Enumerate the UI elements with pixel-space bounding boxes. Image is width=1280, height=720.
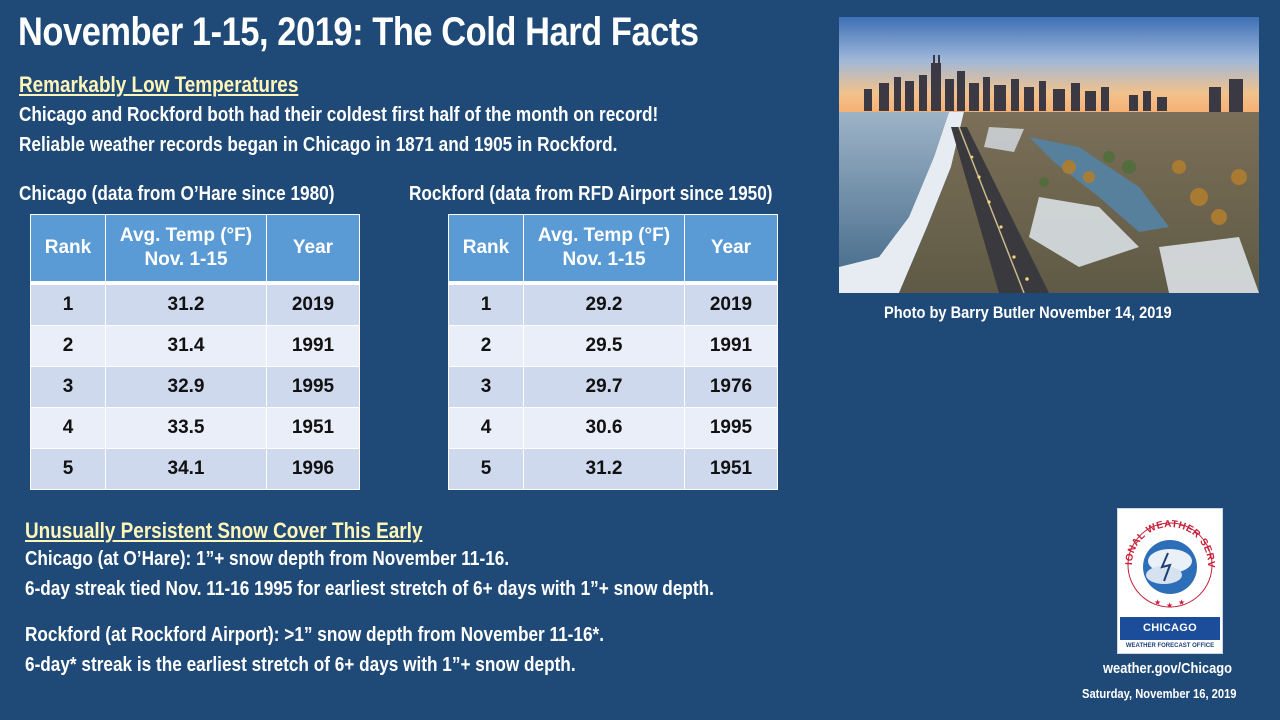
year-cell: 1996 <box>266 448 360 490</box>
year-cell: 1995 <box>266 366 360 408</box>
column-header-avg-temp: Avg. Temp (°F) Nov. 1-15 <box>105 214 267 285</box>
website-link[interactable]: weather.gov/Chicago <box>1103 660 1233 677</box>
column-header-avg-temp-line1: Avg. Temp (°F) <box>119 225 253 246</box>
column-header-rank: Rank <box>448 214 524 285</box>
table-header-row: Rank Avg. Temp (°F) Nov. 1-15 Year <box>448 214 778 285</box>
rank-cell: 4 <box>30 407 106 449</box>
table-row: 4 33.5 1951 <box>30 407 360 449</box>
page-title: November 1-15, 2019: The Cold Hard Facts <box>18 10 699 54</box>
snow-note-4: 6-day* streak is the earliest stretch of… <box>25 654 576 676</box>
column-header-year: Year <box>684 214 778 285</box>
year-cell: 1951 <box>266 407 360 449</box>
chicago-table-caption: Chicago (data from O’Hare since 1980) <box>19 183 335 205</box>
temp-cell: 31.2 <box>105 282 267 326</box>
table-row: 2 31.4 1991 <box>30 325 360 367</box>
year-cell: 2019 <box>684 282 778 326</box>
publish-date: Saturday, November 16, 2019 <box>1082 686 1237 701</box>
svg-text:★: ★ <box>1178 598 1185 607</box>
temp-cell: 31.2 <box>523 448 685 490</box>
column-header-avg-temp-line2: Nov. 1-15 <box>562 249 646 270</box>
rank-cell: 2 <box>448 325 524 367</box>
rank-cell: 5 <box>448 448 524 490</box>
rank-cell: 1 <box>448 282 524 326</box>
column-header-rank: Rank <box>30 214 106 285</box>
section-heading-snow: Unusually Persistent Snow Cover This Ear… <box>25 518 423 543</box>
photo-caption: Photo by Barry Butler November 14, 2019 <box>884 303 1172 322</box>
year-cell: 1951 <box>684 448 778 490</box>
table-row: 5 34.1 1996 <box>30 448 360 490</box>
snow-note-3: Rockford (at Rockford Airport): >1” snow… <box>25 624 605 646</box>
table-row: 4 30.6 1995 <box>448 407 778 449</box>
column-header-avg-temp: Avg. Temp (°F) Nov. 1-15 <box>523 214 685 285</box>
temp-cell: 30.6 <box>523 407 685 449</box>
table-row: 1 31.2 2019 <box>30 282 360 326</box>
year-cell: 1976 <box>684 366 778 408</box>
table-row: 3 29.7 1976 <box>448 366 778 408</box>
nws-logo: NATIONAL WEATHER SERVICE ★ ★ ★ CHICAGO W… <box>1114 501 1223 654</box>
section-heading-temperatures: Remarkably Low Temperatures <box>19 72 299 97</box>
rockford-rank-table: Rank Avg. Temp (°F) Nov. 1-15 Year 1 29.… <box>448 214 778 490</box>
rank-cell: 3 <box>30 366 106 408</box>
temperature-note-2: Reliable weather records began in Chicag… <box>19 134 618 156</box>
table-row: 2 29.5 1991 <box>448 325 778 367</box>
svg-text:★: ★ <box>1154 598 1161 607</box>
year-cell: 1991 <box>684 325 778 367</box>
snow-note-2: 6-day streak tied Nov. 11-16 1995 for ea… <box>25 578 714 600</box>
temperature-note-1: Chicago and Rockford both had their cold… <box>19 104 659 126</box>
logo-office-name: CHICAGO <box>1120 617 1220 640</box>
column-header-avg-temp-line1: Avg. Temp (°F) <box>537 225 671 246</box>
temp-cell: 32.9 <box>105 366 267 408</box>
logo-subtitle: WEATHER FORECAST OFFICE <box>1125 643 1215 649</box>
year-cell: 1995 <box>684 407 778 449</box>
column-header-avg-temp-line2: Nov. 1-15 <box>144 249 228 270</box>
rank-cell: 5 <box>30 448 106 490</box>
temp-cell: 29.5 <box>523 325 685 367</box>
year-cell: 2019 <box>266 282 360 326</box>
snow-note-1: Chicago (at O’Hare): 1”+ snow depth from… <box>25 548 510 570</box>
rockford-table-caption: Rockford (data from RFD Airport since 19… <box>409 183 773 205</box>
table-header-row: Rank Avg. Temp (°F) Nov. 1-15 Year <box>30 214 360 285</box>
temp-cell: 29.2 <box>523 282 685 326</box>
rank-cell: 3 <box>448 366 524 408</box>
temp-cell: 33.5 <box>105 407 267 449</box>
table-row: 3 32.9 1995 <box>30 366 360 408</box>
table-row: 5 31.2 1951 <box>448 448 778 490</box>
temp-cell: 34.1 <box>105 448 267 490</box>
chicago-rank-table: Rank Avg. Temp (°F) Nov. 1-15 Year 1 31.… <box>30 214 360 490</box>
column-header-year: Year <box>266 214 360 285</box>
chicago-skyline-photo <box>839 17 1259 293</box>
rank-cell: 1 <box>30 282 106 326</box>
table-row: 1 29.2 2019 <box>448 282 778 326</box>
year-cell: 1991 <box>266 325 360 367</box>
temp-cell: 31.4 <box>105 325 267 367</box>
temp-cell: 29.7 <box>523 366 685 408</box>
rank-cell: 4 <box>448 407 524 449</box>
rank-cell: 2 <box>30 325 106 367</box>
svg-text:★: ★ <box>1166 601 1173 610</box>
